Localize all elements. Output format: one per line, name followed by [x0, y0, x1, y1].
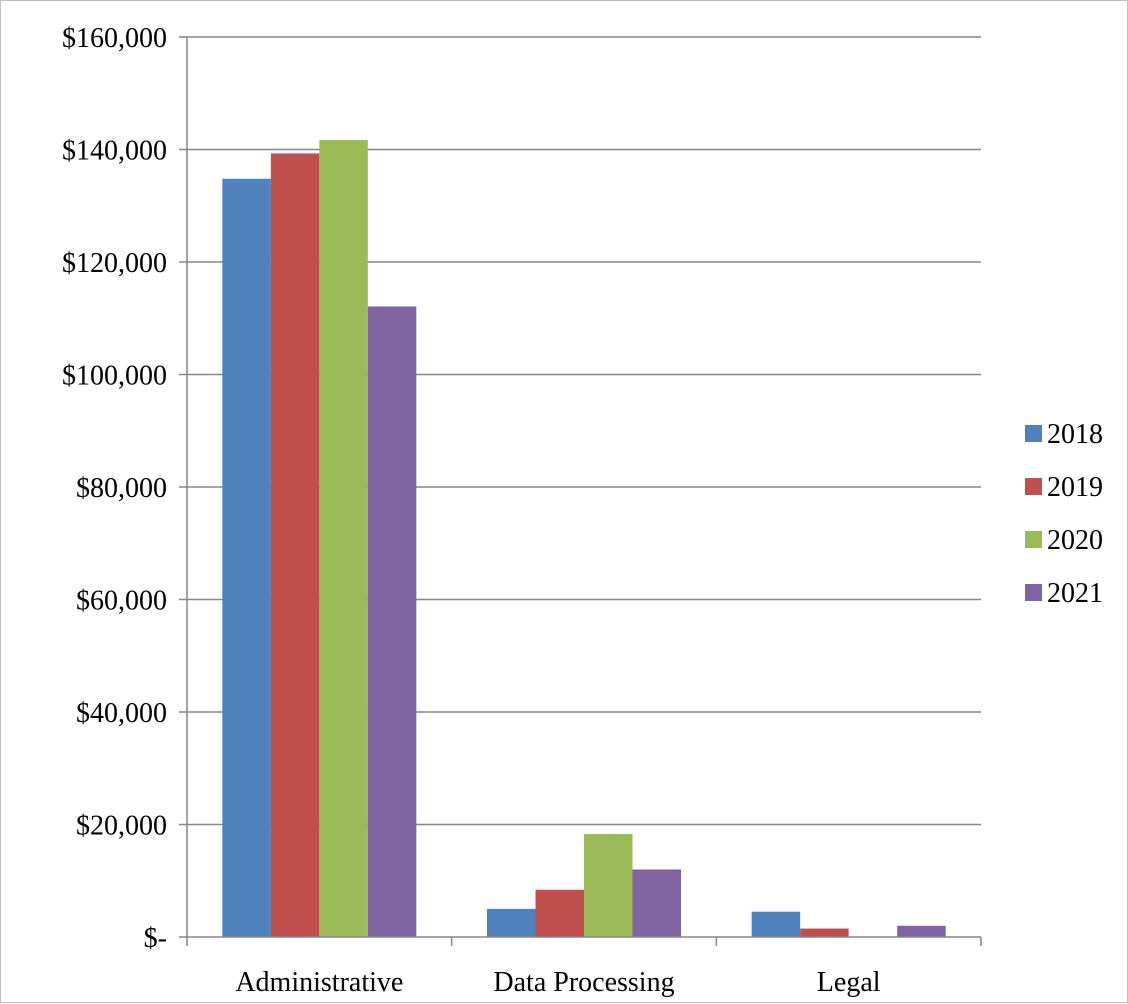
y-tick-label: $40,000 — [76, 698, 167, 729]
legend-label: 2020 — [1047, 525, 1103, 556]
legend-swatch — [1025, 531, 1042, 548]
y-tick-label: $120,000 — [62, 248, 167, 279]
legend-label: 2021 — [1047, 578, 1103, 609]
bar — [584, 834, 633, 937]
x-axis-category-labels: Administrative Data Processing Legal — [235, 967, 880, 998]
y-tick-label: $- — [144, 923, 167, 954]
x-category-label: Legal — [817, 967, 881, 998]
legend-swatch — [1025, 478, 1042, 495]
bar — [535, 889, 584, 937]
x-category-label: Administrative — [235, 967, 403, 998]
bar — [222, 178, 271, 937]
bar — [487, 908, 536, 937]
y-tick-label: $60,000 — [76, 586, 167, 617]
y-axis-tick-labels: $- $20,000 $40,000 $60,000 $80,000 $100,000 $1… — [62, 23, 167, 954]
legend-label: 2018 — [1047, 419, 1103, 450]
legend: 2018 2019 2020 2021 — [1025, 419, 1103, 609]
legend-label: 2019 — [1047, 472, 1103, 503]
legend-swatch — [1025, 584, 1042, 601]
y-tick-label: $160,000 — [62, 23, 167, 54]
bar — [897, 925, 946, 937]
y-tick-label: $20,000 — [76, 811, 167, 842]
bars — [222, 139, 946, 937]
y-tick-label: $100,000 — [62, 361, 167, 392]
axes — [179, 36, 982, 946]
bar — [751, 911, 801, 937]
x-category-label: Data Processing — [493, 967, 674, 998]
bar — [800, 928, 849, 937]
bar — [319, 139, 368, 937]
y-tick-label: $80,000 — [76, 473, 167, 504]
bar — [367, 306, 417, 937]
legend-swatch — [1025, 425, 1042, 442]
bar — [632, 869, 681, 937]
bar — [270, 153, 320, 937]
y-tick-label: $140,000 — [62, 136, 167, 167]
